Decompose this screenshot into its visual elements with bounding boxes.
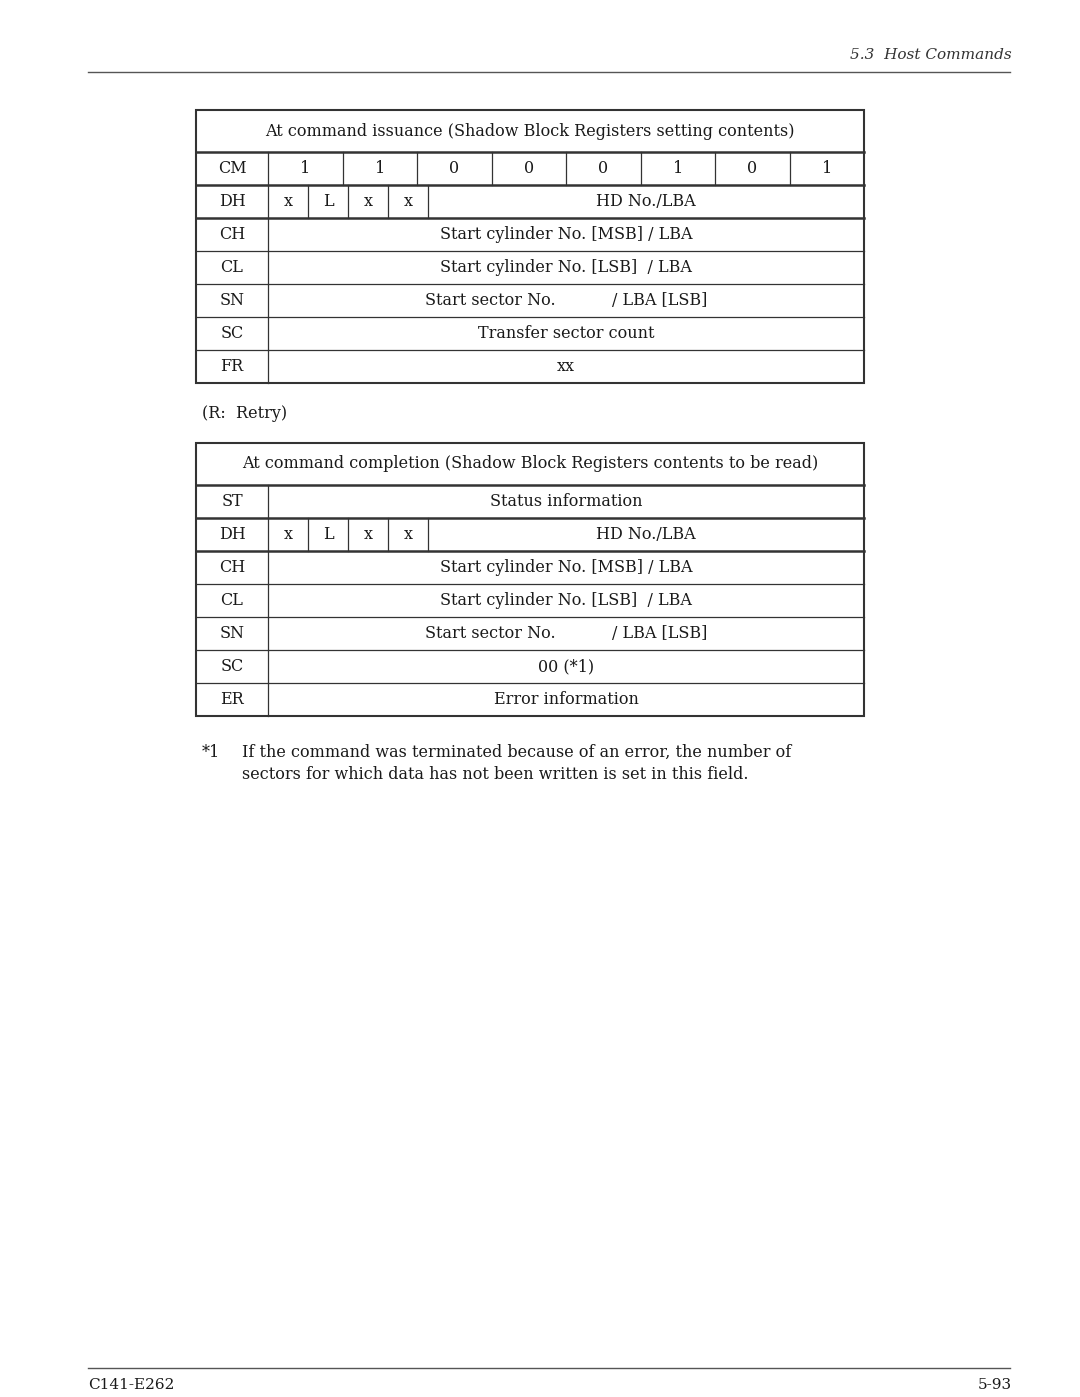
Text: L: L [323, 193, 334, 210]
Text: x: x [404, 527, 413, 543]
Text: CM: CM [218, 161, 246, 177]
Text: Start cylinder No. [MSB] / LBA: Start cylinder No. [MSB] / LBA [440, 226, 692, 243]
Text: 1: 1 [822, 161, 832, 177]
Text: (R:  Retry): (R: Retry) [202, 405, 287, 422]
Text: xx: xx [557, 358, 575, 374]
Text: Start cylinder No. [LSB]  / LBA: Start cylinder No. [LSB] / LBA [440, 592, 692, 609]
Text: C141-E262: C141-E262 [87, 1377, 174, 1391]
Text: 5-93: 5-93 [977, 1377, 1012, 1391]
Text: 1: 1 [300, 161, 310, 177]
Text: 1: 1 [375, 161, 384, 177]
Bar [195, 443, 864, 717]
Text: SN: SN [219, 292, 244, 309]
Text: sectors for which data has not been written is set in this field.: sectors for which data has not been writ… [242, 766, 748, 782]
Text: 0: 0 [449, 161, 459, 177]
Text: Start sector No.           / LBA [LSB]: Start sector No. / LBA [LSB] [424, 624, 707, 643]
Text: x: x [364, 527, 373, 543]
Text: Status information: Status information [489, 493, 643, 510]
Text: 00 (*1): 00 (*1) [538, 658, 594, 675]
Text: CL: CL [220, 592, 243, 609]
Text: If the command was terminated because of an error, the number of: If the command was terminated because of… [242, 745, 792, 761]
Text: FR: FR [220, 358, 244, 374]
Text: At command issuance (Shadow Block Registers setting contents): At command issuance (Shadow Block Regist… [266, 123, 795, 140]
Text: 1: 1 [673, 161, 683, 177]
Text: SN: SN [219, 624, 244, 643]
Text: CL: CL [220, 258, 243, 277]
Text: At command completion (Shadow Block Registers contents to be read): At command completion (Shadow Block Regi… [242, 455, 819, 472]
Text: 0: 0 [747, 161, 757, 177]
Text: Start cylinder No. [LSB]  / LBA: Start cylinder No. [LSB] / LBA [440, 258, 692, 277]
Text: CH: CH [219, 226, 245, 243]
Text: x: x [364, 193, 373, 210]
Bar [195, 110, 864, 383]
Text: HD No./LBA: HD No./LBA [596, 193, 696, 210]
Text: Start sector No.           / LBA [LSB]: Start sector No. / LBA [LSB] [424, 292, 707, 309]
Text: 0: 0 [524, 161, 534, 177]
Text: Start cylinder No. [MSB] / LBA: Start cylinder No. [MSB] / LBA [440, 559, 692, 576]
Text: 5.3  Host Commands: 5.3 Host Commands [850, 47, 1012, 61]
Text: Transfer sector count: Transfer sector count [477, 326, 654, 342]
Text: L: L [323, 527, 334, 543]
Text: SC: SC [220, 658, 244, 675]
Text: x: x [283, 193, 293, 210]
Text: DH: DH [218, 193, 245, 210]
Text: SC: SC [220, 326, 244, 342]
Text: ER: ER [220, 692, 244, 708]
Text: Error information: Error information [494, 692, 638, 708]
Text: HD No./LBA: HD No./LBA [596, 527, 696, 543]
Text: CH: CH [219, 559, 245, 576]
Text: *1: *1 [202, 745, 220, 761]
Text: x: x [283, 527, 293, 543]
Text: 0: 0 [598, 161, 608, 177]
Text: x: x [404, 193, 413, 210]
Text: DH: DH [218, 527, 245, 543]
Text: ST: ST [221, 493, 243, 510]
